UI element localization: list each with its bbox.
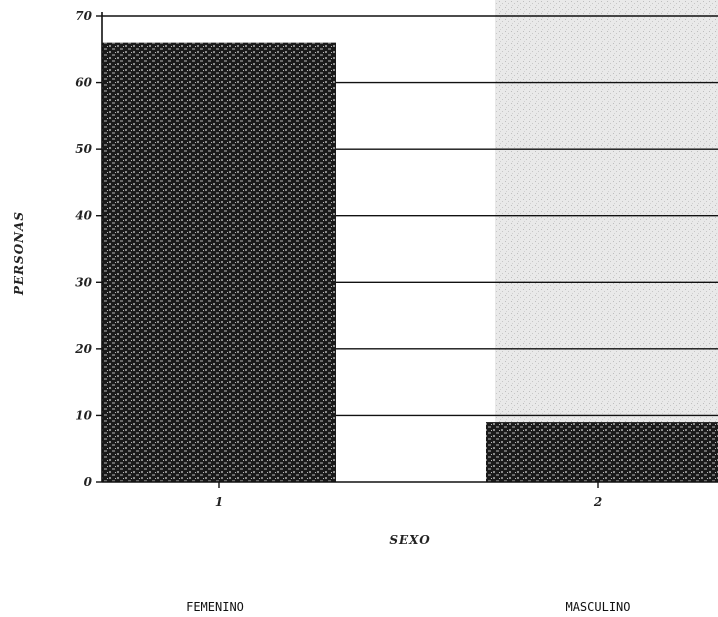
axes: 0 10 20 30 40 50 60 70 1 2 — [74, 9, 718, 509]
x-tick-label-2: 2 — [593, 495, 602, 509]
category-name-femenino: FEMENINO — [186, 600, 244, 614]
bar-masculino — [486, 422, 718, 482]
x-tick-label-1: 1 — [215, 495, 223, 509]
y-tick-label-70: 70 — [75, 9, 92, 23]
plot-shading — [495, 0, 718, 482]
category-name-masculino: MASCULINO — [565, 600, 631, 614]
bar-femenino — [102, 42, 336, 482]
y-tick-label-10: 10 — [75, 408, 92, 422]
y-tick-label-20: 20 — [74, 342, 92, 356]
bars — [102, 42, 718, 482]
x-axis-title: SEXO — [389, 533, 430, 547]
y-axis-title: PERSONAS — [12, 211, 26, 296]
y-tick-label-30: 30 — [75, 275, 92, 289]
y-tick-label-0: 0 — [84, 475, 93, 489]
background-shading — [495, 0, 718, 482]
y-tick-label-50: 50 — [75, 142, 92, 156]
y-tick-label-60: 60 — [75, 76, 92, 90]
y-tick-label-40: 40 — [75, 209, 92, 223]
